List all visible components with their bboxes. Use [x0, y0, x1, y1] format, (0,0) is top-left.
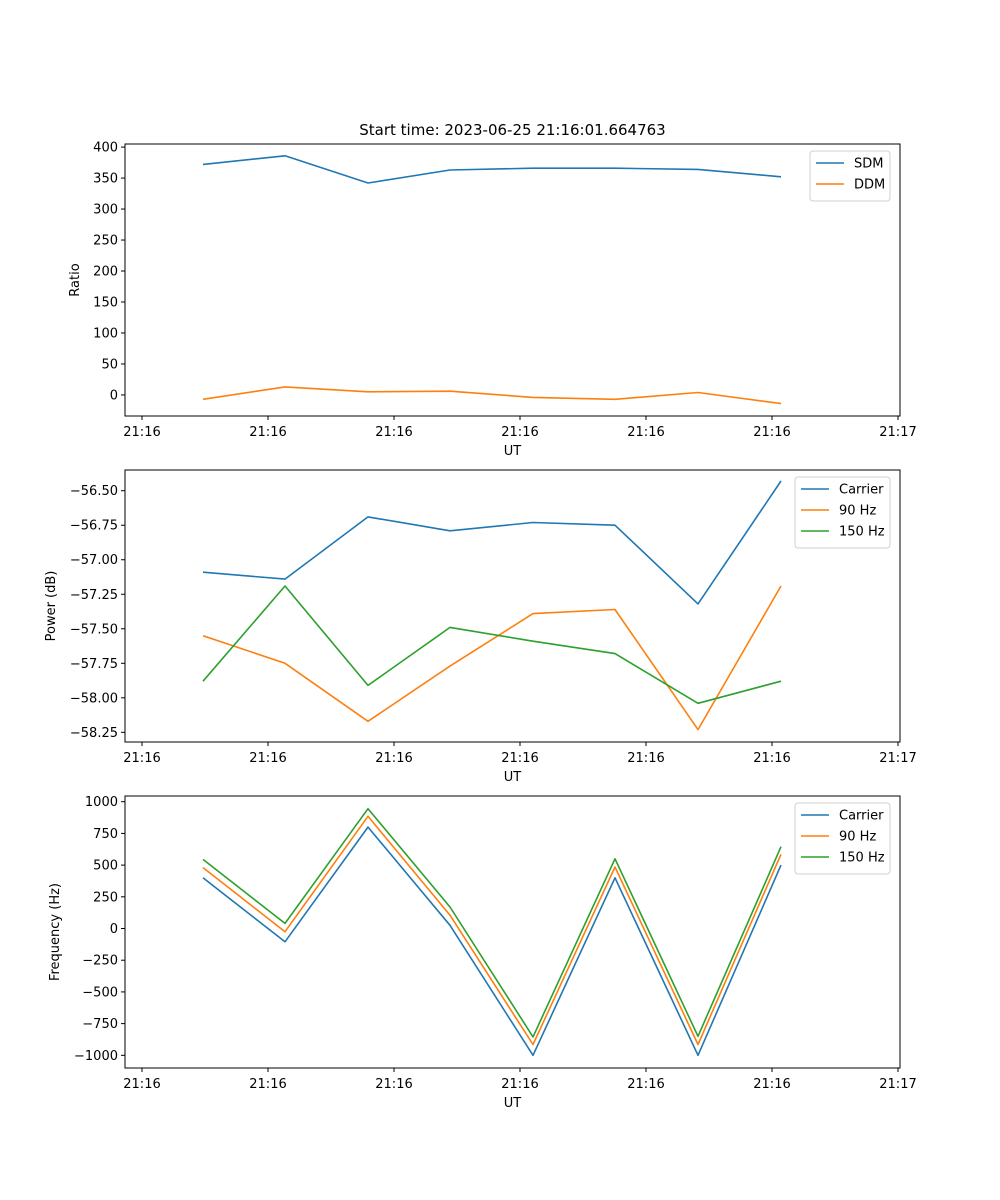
y-tick-label: 150 — [93, 295, 118, 310]
y-tick-label: 0 — [110, 388, 118, 403]
y-tick-label: −56.50 — [70, 484, 118, 499]
y-tick-label: −58.25 — [70, 726, 118, 741]
y-tick-label: −57.75 — [70, 657, 118, 672]
x-tick-label: 21:16 — [123, 751, 160, 766]
legend-label: 150 Hz — [839, 525, 885, 540]
power-panel: 21:16 21:16 21:16 21:16 21:16 21:16 21:17 UT −58… — [44, 469, 917, 785]
y-tick-label: 50 — [101, 357, 118, 372]
x-tick-label: 21:16 — [123, 425, 160, 440]
y-tick-label: 350 — [93, 172, 118, 187]
y-tick-label: 750 — [93, 827, 118, 842]
x-tick-label: 21:16 — [501, 1077, 538, 1092]
x-tick-label: 21:16 — [627, 1077, 664, 1092]
legend-label: 150 Hz — [839, 851, 885, 866]
x-tick-label: 21:16 — [249, 1077, 286, 1092]
plot-frame — [124, 143, 901, 417]
y-tick-label: 500 — [93, 859, 118, 874]
x-tick-label: 21:16 — [501, 751, 538, 766]
y-tick-label: 200 — [93, 265, 118, 280]
legend-label: Carrier — [839, 809, 884, 824]
series-line-90-hz — [202, 815, 782, 1046]
x-tick-label: 21:16 — [249, 751, 286, 766]
legend-label: 90 Hz — [839, 504, 876, 519]
series-line-carrier — [202, 480, 782, 605]
y-tick-label: 250 — [93, 890, 118, 905]
y-tick-label: 100 — [93, 326, 118, 341]
x-tick-label: 21:17 — [879, 751, 916, 766]
y-tick-label: 0 — [110, 922, 118, 937]
x-tick-label: 21:16 — [627, 751, 664, 766]
legend-label: Carrier — [839, 483, 884, 498]
legend-label: SDM — [854, 157, 883, 172]
x-tick-label: 21:17 — [879, 425, 916, 440]
y-tick-label: −58.00 — [70, 691, 118, 706]
y-tick-label: 400 — [93, 141, 118, 156]
y-tick-label: −56.75 — [70, 519, 118, 534]
y-tick-label: −57.50 — [70, 622, 118, 637]
frequency-panel: 21:16 21:16 21:16 21:16 21:16 21:16 21:17 UT −10… — [48, 795, 917, 1111]
y-tick-label: −250 — [82, 954, 118, 969]
series-line-carrier — [202, 826, 782, 1057]
x-axis-label: UT — [504, 444, 522, 459]
x-tick-label: 21:16 — [375, 1077, 412, 1092]
plot-frame — [124, 469, 901, 743]
y-tick-label: −57.25 — [70, 588, 118, 603]
y-tick-label: −500 — [82, 985, 118, 1000]
x-axis-label: UT — [504, 1096, 522, 1111]
x-axis-label: UT — [504, 770, 522, 785]
x-tick-label: 21:16 — [123, 1077, 160, 1092]
plot-frame — [124, 795, 901, 1069]
legend-label: DDM — [854, 178, 885, 193]
x-tick-label: 21:16 — [501, 425, 538, 440]
y-tick-label: 1000 — [85, 795, 118, 810]
x-tick-label: 21:16 — [753, 751, 790, 766]
y-tick-label: 250 — [93, 234, 118, 249]
y-tick-label: −57.00 — [70, 553, 118, 568]
series-line-150-hz — [202, 585, 782, 705]
series-line-sdm — [202, 155, 782, 184]
y-axis-label: Ratio — [68, 263, 83, 296]
x-tick-label: 21:16 — [249, 425, 286, 440]
legend-label: 90 Hz — [839, 830, 876, 845]
y-axis-label: Frequency (Hz) — [48, 883, 63, 981]
series-line-150-hz — [202, 807, 782, 1038]
y-tick-label: 300 — [93, 203, 118, 218]
x-tick-label: 21:16 — [375, 751, 412, 766]
y-tick-label: −1000 — [74, 1049, 118, 1064]
y-tick-label: −750 — [82, 1017, 118, 1032]
x-tick-label: 21:16 — [627, 425, 664, 440]
ratio-panel: Start time: 2023-06-25 21:16:01.664763 21… — [68, 121, 917, 459]
y-axis-label: Power (dB) — [44, 571, 59, 642]
series-line-90-hz — [202, 585, 782, 731]
x-tick-label: 21:16 — [375, 425, 412, 440]
chart-title: Start time: 2023-06-25 21:16:01.664763 — [359, 121, 665, 139]
series-line-ddm — [202, 386, 782, 405]
x-tick-label: 21:17 — [879, 1077, 916, 1092]
x-tick-label: 21:16 — [753, 1077, 790, 1092]
x-tick-label: 21:16 — [753, 425, 790, 440]
